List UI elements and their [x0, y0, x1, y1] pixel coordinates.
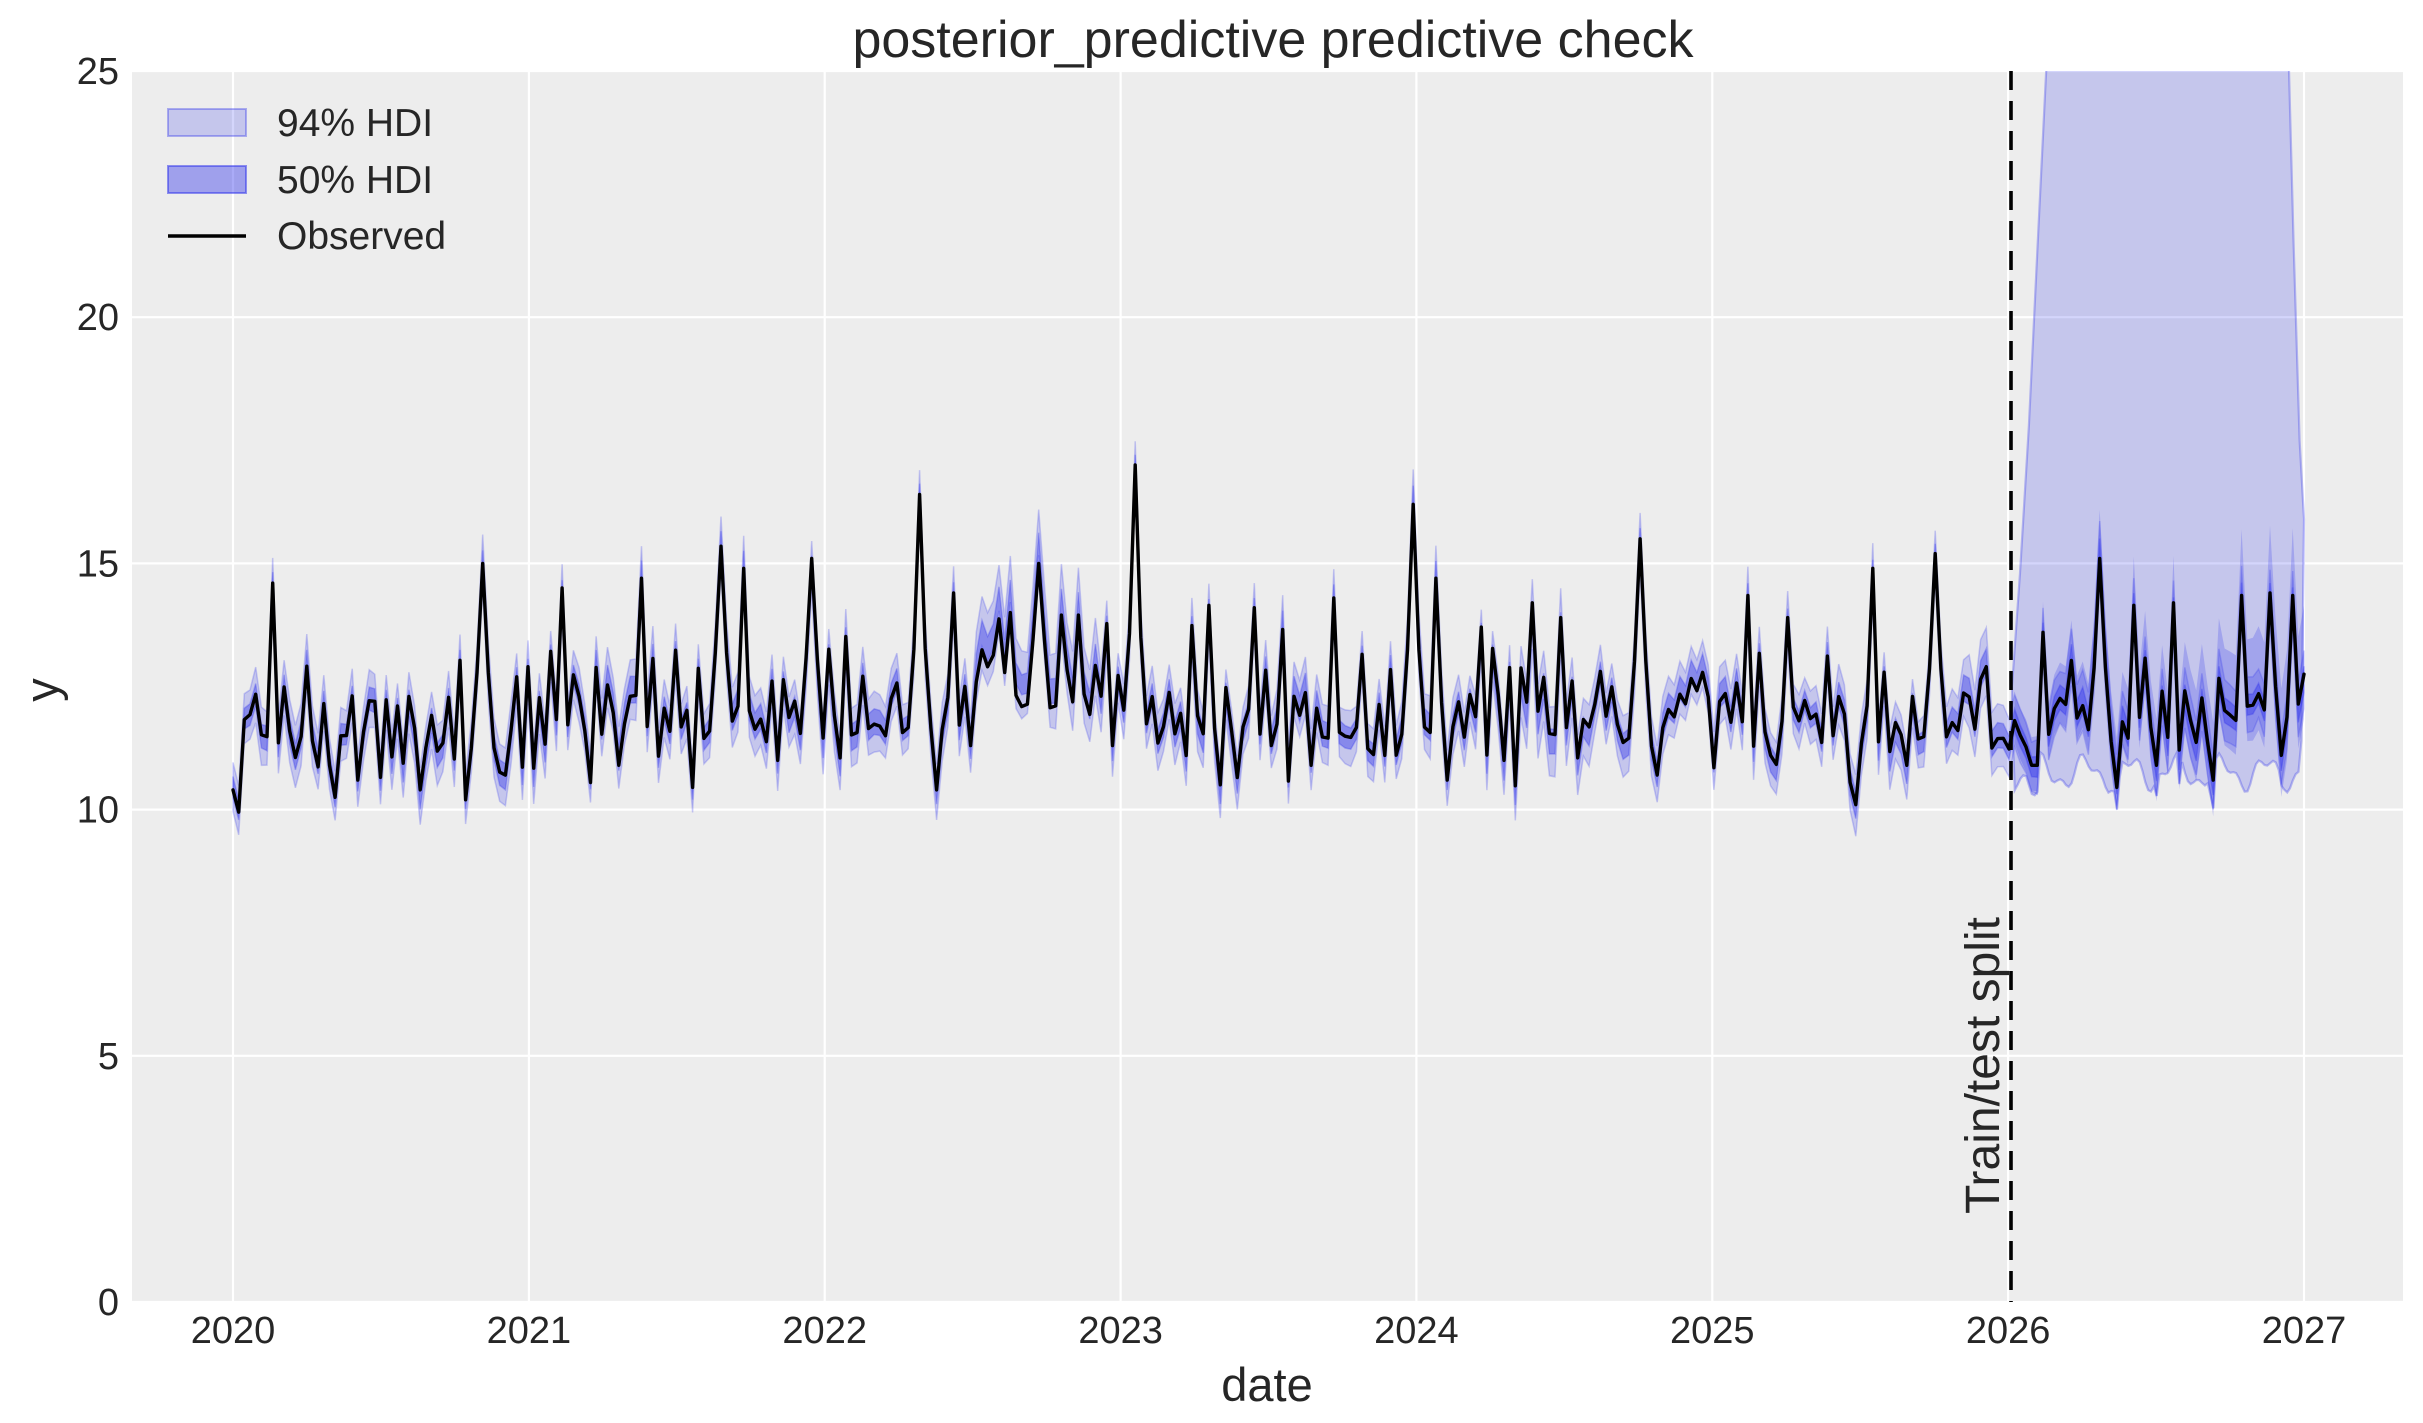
- svg-text:posterior_predictive predictiv: posterior_predictive predictive check: [852, 11, 1694, 69]
- svg-text:y: y: [15, 678, 68, 702]
- svg-text:2022: 2022: [782, 1310, 867, 1352]
- svg-text:10: 10: [77, 790, 119, 832]
- svg-text:Observed: Observed: [277, 215, 446, 258]
- svg-text:25: 25: [77, 51, 119, 93]
- svg-text:50% HDI: 50% HDI: [277, 159, 433, 202]
- svg-text:2021: 2021: [487, 1310, 572, 1352]
- svg-text:2020: 2020: [191, 1310, 276, 1352]
- svg-text:94% HDI: 94% HDI: [277, 102, 433, 145]
- svg-text:date: date: [1221, 1358, 1312, 1411]
- svg-text:2026: 2026: [1966, 1310, 2051, 1352]
- svg-text:20: 20: [77, 297, 119, 339]
- svg-text:2024: 2024: [1374, 1310, 1459, 1352]
- svg-text:0: 0: [98, 1282, 119, 1324]
- svg-text:2025: 2025: [1670, 1310, 1755, 1352]
- svg-text:2027: 2027: [2262, 1310, 2347, 1352]
- svg-text:Train/test split: Train/test split: [1957, 917, 2010, 1214]
- svg-text:2023: 2023: [1078, 1310, 1163, 1352]
- svg-text:15: 15: [77, 543, 119, 585]
- svg-text:5: 5: [98, 1036, 119, 1078]
